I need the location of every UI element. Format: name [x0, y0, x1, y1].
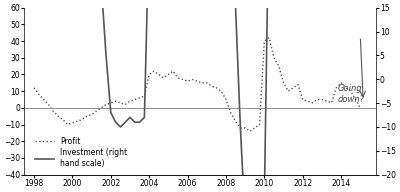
Legend: Profit, Investment (right
hand scale): Profit, Investment (right hand scale)	[32, 134, 130, 171]
Text: Going
down?: Going down?	[337, 84, 364, 104]
